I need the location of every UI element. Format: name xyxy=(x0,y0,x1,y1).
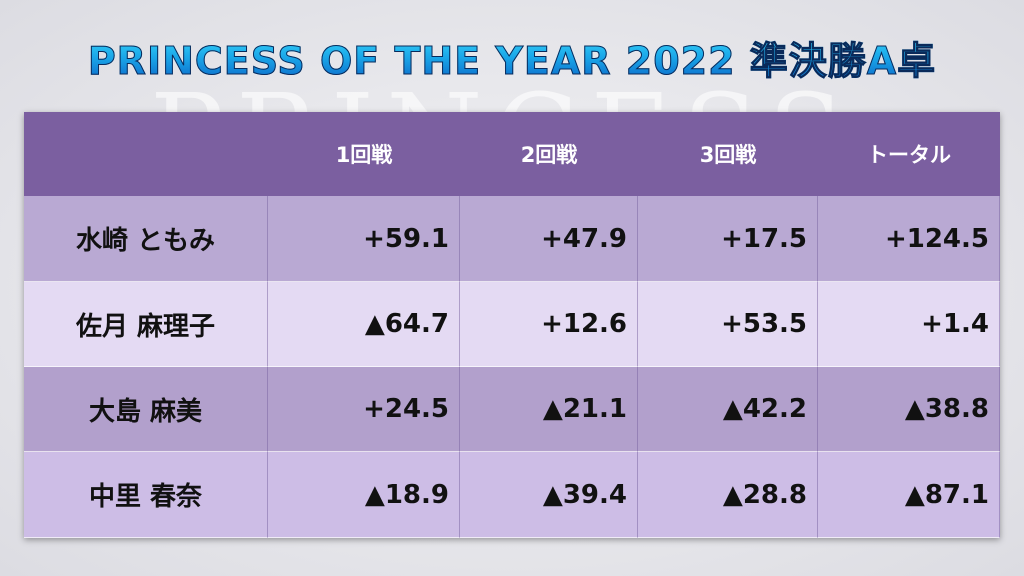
player-name: 大島 麻美 xyxy=(24,367,268,452)
score-cell: +12.6 xyxy=(460,282,638,367)
score-cell: +124.5 xyxy=(818,196,1000,282)
score-cell: +17.5 xyxy=(638,196,818,282)
title: PRINCESS OF THE YEAR 2022 準決勝A卓 xyxy=(0,30,1024,85)
score-cell: +1.4 xyxy=(818,282,1000,367)
column-header: 3回戦 xyxy=(638,112,818,196)
score-cell: ▲42.2 xyxy=(638,367,818,452)
column-header: 2回戦 xyxy=(460,112,638,196)
score-cell: ▲39.4 xyxy=(460,452,638,538)
player-name: 佐月 麻理子 xyxy=(24,282,268,367)
score-cell: ▲64.7 xyxy=(268,282,460,367)
column-header: トータル xyxy=(818,112,1000,196)
score-cell: +47.9 xyxy=(460,196,638,282)
score-table: 1回戦 2回戦 3回戦 トータル水崎 ともみ +59.1 +47.9 +17.5 +124.5… xyxy=(24,112,1000,538)
score-cell: +53.5 xyxy=(638,282,818,367)
header-corner xyxy=(24,112,268,196)
score-cell: +59.1 xyxy=(268,196,460,282)
score-cell: ▲28.8 xyxy=(638,452,818,538)
score-cell: ▲18.9 xyxy=(268,452,460,538)
player-name: 水崎 ともみ xyxy=(24,196,268,282)
score-cell: ▲87.1 xyxy=(818,452,1000,538)
score-cell: ▲38.8 xyxy=(818,367,1000,452)
column-header: 1回戦 xyxy=(268,112,460,196)
score-cell: +24.5 xyxy=(268,367,460,452)
score-cell: ▲21.1 xyxy=(460,367,638,452)
player-name: 中里 春奈 xyxy=(24,452,268,538)
